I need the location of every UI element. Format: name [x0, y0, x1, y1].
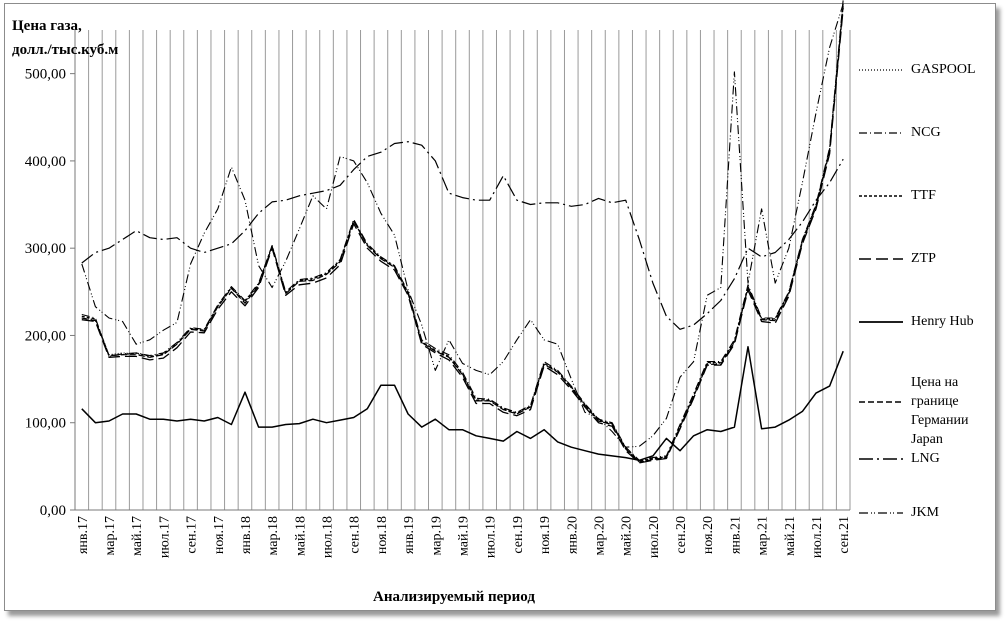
x-tick-label: сен.18 [348, 516, 363, 554]
x-tick-label: сен.20 [674, 516, 689, 554]
series-line-2 [81, 2, 844, 462]
series-line-0 [81, 3, 844, 463]
x-tick-label: мар.19 [429, 516, 444, 555]
x-tick-label: июл.19 [484, 516, 499, 558]
series-line-1 [81, 0, 844, 461]
legend-label: Japan LNG [911, 432, 943, 466]
y-axis-title-line-2: долл./тыс.куб.м [12, 42, 119, 58]
x-tick-label: май.19 [457, 516, 472, 556]
x-tick-label: май.21 [783, 516, 798, 556]
x-tick-label: ноя.18 [375, 516, 390, 554]
x-tick-label: ноя.19 [538, 516, 553, 554]
x-tick-label: мар.20 [592, 516, 607, 555]
x-tick-label: сен.19 [511, 516, 526, 554]
legend-label: NCG [911, 125, 941, 140]
series-line-6 [81, 141, 844, 330]
x-tick-label: янв.21 [728, 516, 743, 554]
x-tick-label: янв.18 [239, 516, 254, 554]
legend-label: JKM [911, 505, 940, 520]
x-tick-label: мар.17 [103, 516, 118, 555]
chart-series [81, 0, 844, 464]
y-tick-label: 500,00 [25, 67, 66, 83]
series-line-3 [81, 8, 844, 464]
y-tick-label: 400,00 [25, 154, 66, 170]
x-tick-label: сен.21 [837, 516, 852, 554]
x-tick-label: июл.21 [810, 516, 825, 558]
x-tick-label: май.20 [620, 516, 635, 556]
x-tick-label: июл.20 [647, 516, 662, 558]
x-tick-label: мар.18 [266, 516, 281, 555]
x-tick-label: ноя.17 [212, 516, 227, 554]
y-tick-label: 100,00 [25, 416, 66, 432]
legend-label: Цена на границе Германии [911, 375, 969, 428]
y-tick-labels: 0,00 100,00 200,00 300,00 400,00 500,00 [25, 67, 75, 519]
x-tick-label: июл.17 [157, 516, 172, 558]
legend-label: ZTP [911, 251, 936, 266]
x-tick-label: июл.18 [321, 516, 336, 558]
legend-label: TTF [911, 188, 936, 203]
chart-gridlines [74, 30, 851, 510]
x-tick-label: май.18 [293, 516, 308, 556]
series-line-7 [81, 3, 844, 448]
x-tick-label: ноя.20 [701, 516, 716, 554]
y-axis-title-line-1: Цена газа, [12, 18, 82, 34]
x-axis-title: Анализируемый период [373, 589, 535, 605]
legend-swatch [859, 512, 903, 514]
legend-swatch [859, 321, 903, 323]
x-tick-label: сен.17 [185, 516, 200, 554]
y-tick-label: 200,00 [25, 328, 66, 344]
legend-label: Henry Hub [911, 314, 974, 329]
x-tick-label: май.17 [130, 516, 145, 556]
legend-swatch [859, 258, 903, 260]
legend-swatch [859, 401, 903, 403]
x-tick-label: янв.17 [76, 516, 91, 554]
x-tick-label: янв.19 [402, 516, 417, 554]
x-tick-labels: янв.17 мар.17 май.17 июл.17 сен.17 ноя.17 янв.… [76, 516, 852, 558]
y-axis-title: Цена газа, долл./тыс.куб.м [12, 14, 118, 62]
y-tick-label: 300,00 [25, 241, 66, 257]
legend-swatch [859, 132, 903, 134]
x-tick-label: мар.21 [756, 516, 771, 555]
legend-swatch [859, 458, 903, 460]
legend-label: GASPOOL [911, 62, 976, 77]
series-line-5 [81, 5, 844, 463]
y-tick-label: 0,00 [40, 503, 66, 519]
chart-axes [74, 30, 850, 511]
legend-swatch [859, 69, 903, 71]
legend-swatch [859, 195, 903, 197]
series-line-4 [81, 346, 844, 462]
x-tick-label: янв.20 [565, 516, 580, 554]
